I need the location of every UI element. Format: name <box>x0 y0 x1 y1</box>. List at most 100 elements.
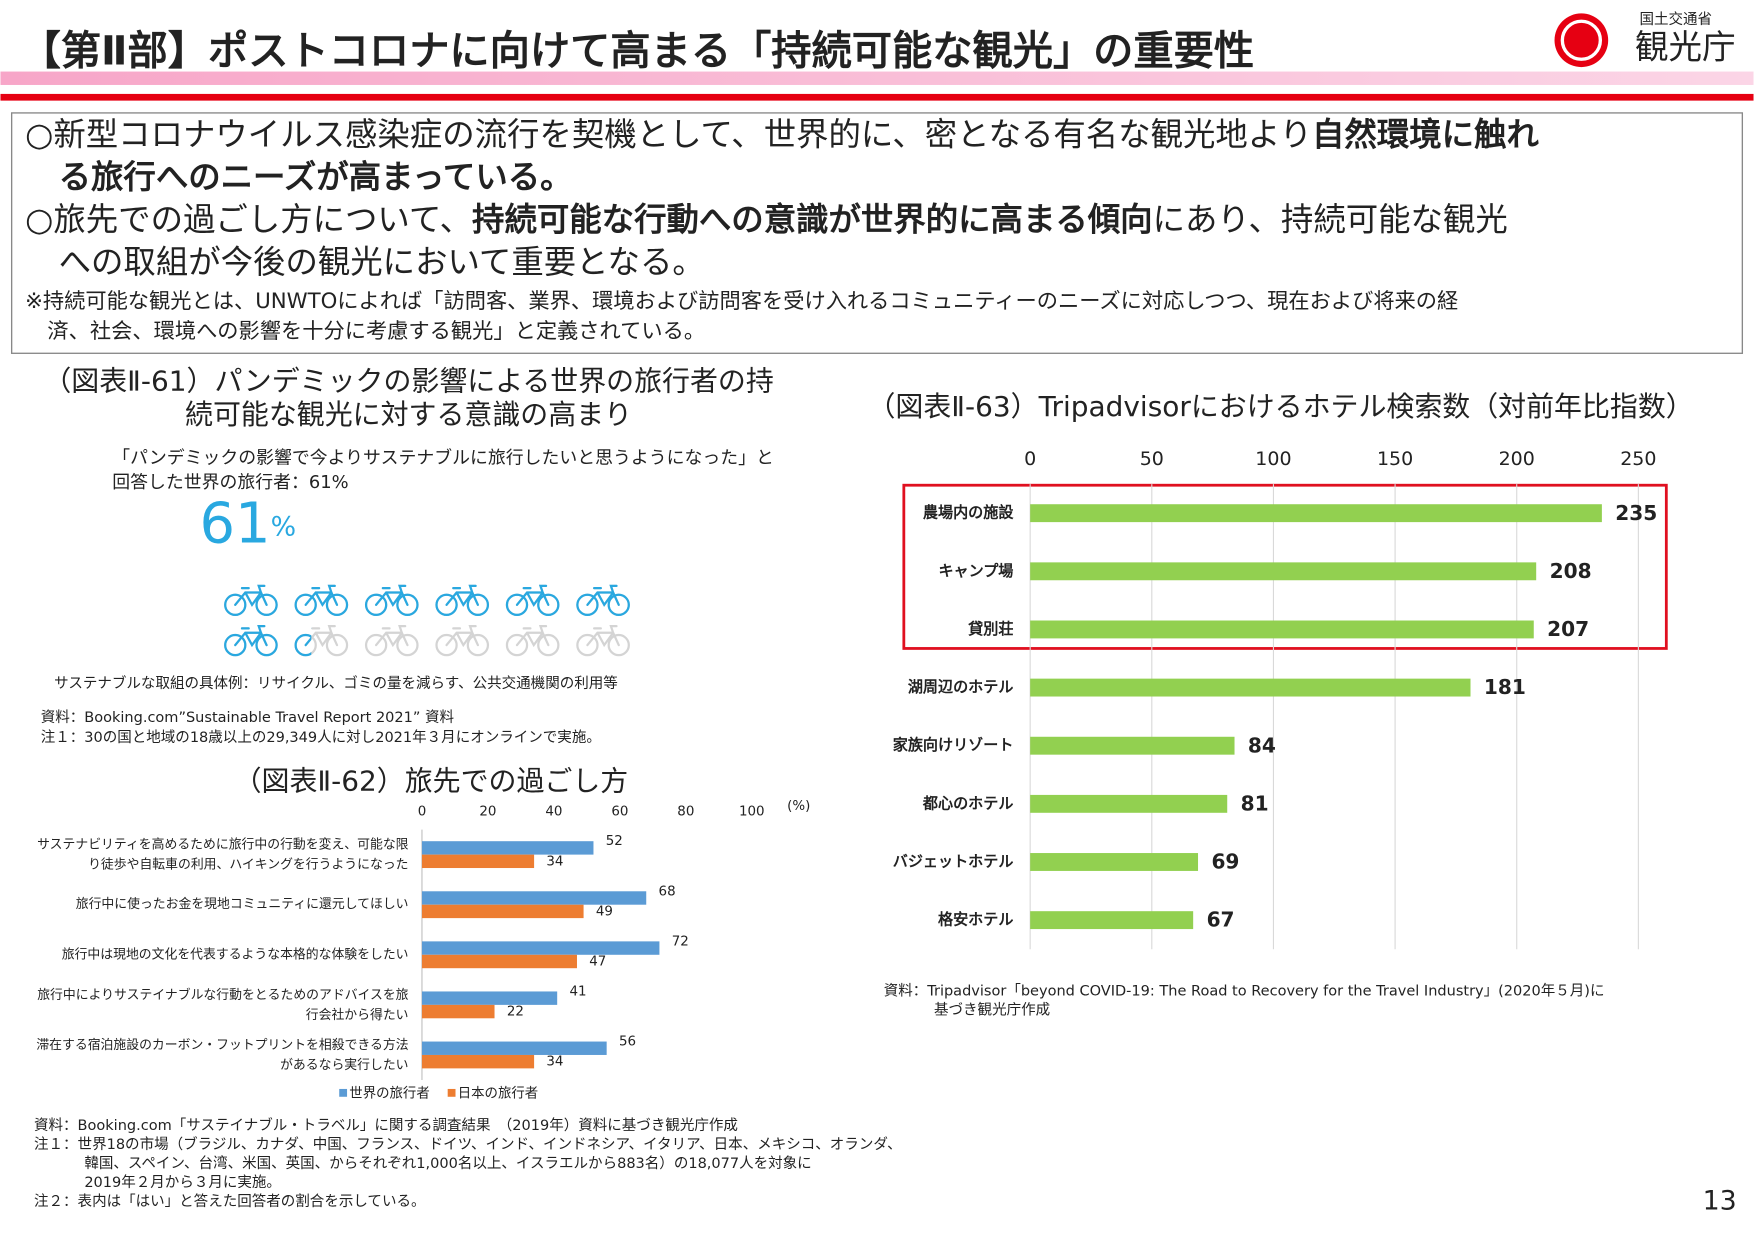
bike-wheel <box>466 593 490 617</box>
bike-empty <box>224 624 278 657</box>
source-note: 注１：世界18の市場（ブラジル、カナダ、中国、フランス、ドイツ、インド、インドネ… <box>34 1135 902 1153</box>
legend-swatch <box>447 1088 456 1097</box>
logo-ring <box>1560 19 1603 61</box>
bar <box>1030 911 1194 930</box>
bar <box>421 854 535 869</box>
bar <box>421 841 594 855</box>
bike-filled <box>364 584 419 617</box>
value-label: 34 <box>546 1055 563 1070</box>
bike-empty <box>576 584 630 617</box>
x-tick-label: 0 <box>418 805 427 820</box>
bike-frame <box>586 624 620 648</box>
bar <box>421 954 577 969</box>
summary-segment: にあり、持続可能な観光 <box>1153 200 1508 238</box>
bike-frame <box>304 584 339 607</box>
y-tick-label: 旅行中によりサステイナブルな行動をとるためのアドバイスを旅行会社から得たい <box>37 986 408 1022</box>
bike-frame <box>515 584 550 607</box>
legend-label: 世界の旅行者 <box>349 1085 429 1101</box>
x-tick-label: 50 <box>1140 448 1164 470</box>
bike-wheel <box>537 633 560 657</box>
chart-title: （図表Ⅱ-63）Tripadvisorにおけるホテル検索数（対前年比指数） <box>867 390 1693 423</box>
source-note: 資料：Tripadvisor「beyond COVID-19: The Road… <box>884 983 1605 1000</box>
summary-note: 済、社会、環境への影響を十分に考慮する観光」と定義されている。 <box>47 319 705 344</box>
chart-quote: 回答した世界の旅行者：61% <box>112 472 348 493</box>
page-title: 【第Ⅱ部】ポストコロナに向けて高まる「持続可能な観光」の重要性 <box>21 29 1255 75</box>
summary-segment: への取組が今後の観光において重要となる。 <box>59 243 705 281</box>
bar <box>1030 794 1228 813</box>
bike-wheel <box>364 593 388 617</box>
bike-frame <box>234 584 268 607</box>
bar <box>1030 853 1199 871</box>
bike-wheel <box>576 593 599 617</box>
y-tick-label: 湖周辺のホテル <box>908 678 1014 696</box>
big-value-number: 61 <box>199 492 270 557</box>
chart-title: 続可能な観光に対する意識の高まり <box>185 398 632 431</box>
x-tick-label: 200 <box>1499 448 1535 470</box>
bike-empty <box>435 624 490 657</box>
bar <box>1030 562 1537 581</box>
bike-frame <box>375 584 409 607</box>
bike-wheel <box>294 633 312 657</box>
value-label: 81 <box>1241 791 1269 815</box>
bike-wheel <box>505 593 529 617</box>
y-tick-label: 都心のホテル <box>922 794 1013 812</box>
y-tick-label: 旅行中は現地の文化を代表するような本格的な体験をしたい <box>62 946 409 962</box>
y-tick-label: 家族向けリゾート <box>893 736 1014 754</box>
title-rule <box>0 93 1754 101</box>
source-note: サステナブルな取組の具体例：リサイクル、ゴミの量を減らす、公共交通機関の利用等 <box>54 674 618 692</box>
source-note: 注１：30の国と地域の18歳以上の29,349人に対し2021年３月にオンライン… <box>41 729 601 746</box>
bar <box>1030 504 1602 523</box>
source-note: 2019年２月から３月に実施。 <box>84 1174 281 1191</box>
value-label: 47 <box>589 954 606 969</box>
label-line: 行会社から得たい <box>306 1006 409 1022</box>
summary-box <box>10 112 1744 354</box>
y-tick-label: 旅行中に使ったお金を現地コミュニティに還元してほしい <box>76 896 409 912</box>
bike-wheel <box>255 633 278 657</box>
value-label: 41 <box>569 984 586 999</box>
bike-wheel <box>224 633 247 657</box>
chart-title: （図表Ⅱ-61）パンデミックの影響による世界の旅行者の持 <box>43 364 773 397</box>
bike-empty <box>364 584 419 617</box>
bike-empty <box>294 624 349 657</box>
value-label: 49 <box>596 904 613 919</box>
bike-frame <box>375 624 409 648</box>
label-line: があるなら実行したい <box>280 1057 408 1073</box>
bar <box>421 991 558 1005</box>
highlight-box <box>902 483 1668 650</box>
value-label: 34 <box>546 854 563 869</box>
value-label: 22 <box>507 1005 524 1020</box>
bike-wheel <box>435 633 458 657</box>
x-tick-label: 20 <box>479 805 496 820</box>
bike-frame <box>234 624 268 648</box>
bike-filled <box>435 584 490 617</box>
x-tick-label: 100 <box>1255 448 1291 470</box>
source-note: 資料：Booking.com「サステイナブル・トラベル」に関する調査結果 （20… <box>34 1116 738 1134</box>
bike-frame <box>445 584 479 607</box>
logo-ministry: 国土交通省 <box>1639 10 1712 28</box>
summary-segment: ○新型コロナウイルス感染症の流行を契機として、世界的に、密となる有名な観光地より <box>25 115 1312 153</box>
bike-frame <box>445 624 479 648</box>
x-tick-label: 100 <box>739 805 765 820</box>
bar <box>421 1041 607 1055</box>
bike-filled <box>224 624 278 657</box>
bike-frame <box>304 624 339 648</box>
x-tick-label: 80 <box>677 805 694 820</box>
value-label: 68 <box>659 884 676 899</box>
summary-line: ○新型コロナウイルス感染症の流行を契機として、世界的に、密となる有名な観光地より… <box>25 115 1539 153</box>
summary-segment: 持続可能な行動への意識が世界的に高まる傾向 <box>472 200 1153 238</box>
bike-empty <box>294 584 349 617</box>
value-label: 52 <box>606 834 623 849</box>
summary-segment: ○旅先での過ごし方について、 <box>25 200 472 238</box>
y-tick-label: キャンプ場 <box>938 562 1013 580</box>
bike-filled <box>294 628 312 657</box>
bike-empty <box>364 624 419 657</box>
value-label: 72 <box>672 934 689 949</box>
bike-wheel <box>224 593 247 617</box>
summary-line: ○旅先での過ごし方について、持続可能な行動への意識が世界的に高まる傾向にあり、持… <box>25 200 1508 238</box>
bike-wheel <box>607 633 630 657</box>
bike-filled <box>294 584 349 617</box>
y-tick-label: 農場内の施設 <box>923 504 1014 522</box>
label-line: サステナビリティを高めるために旅行中の行動を変え、可能な限 <box>37 836 409 852</box>
bar <box>421 1004 495 1019</box>
